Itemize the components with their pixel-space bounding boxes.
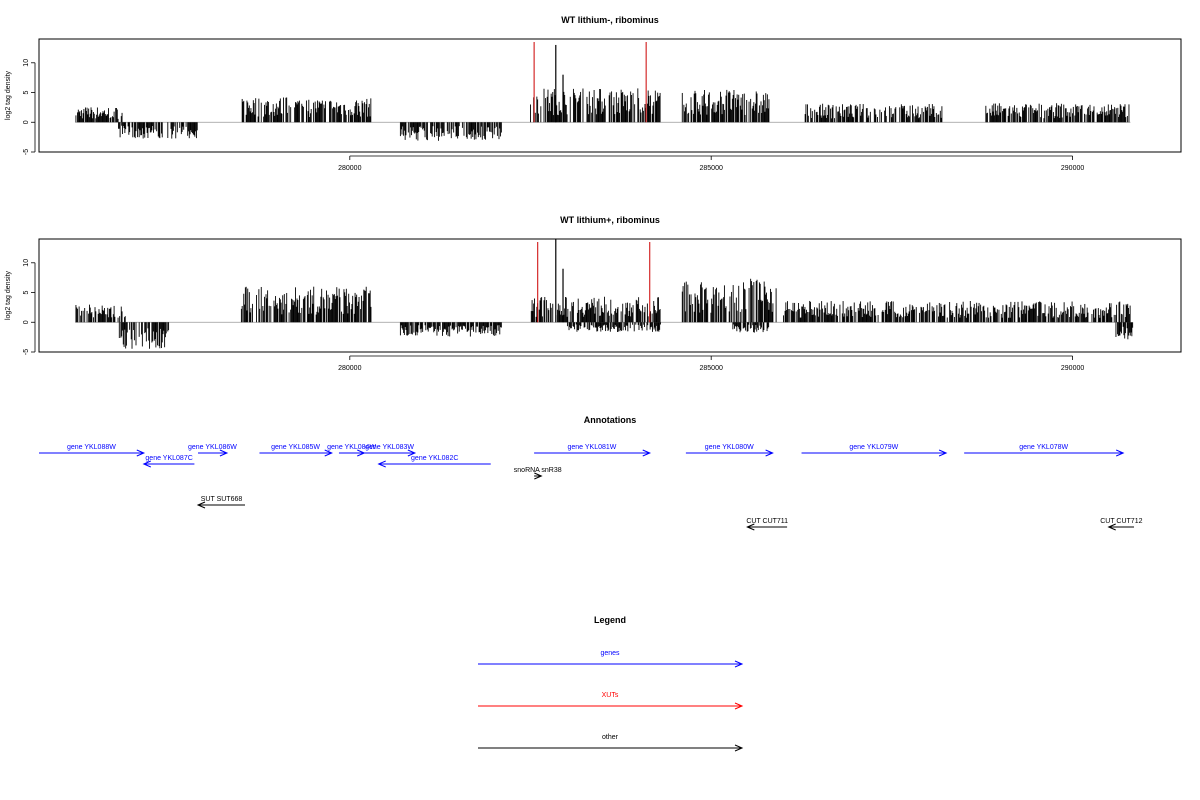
arrow-head: [324, 449, 333, 457]
legend-entry: other: [478, 734, 744, 752]
arrow-head: [377, 460, 386, 468]
annotation-feature: gene YKL087C: [142, 455, 195, 468]
feature-label: gene YKL078W: [1019, 444, 1068, 451]
legend-title: Legend: [594, 615, 626, 625]
y-axis-label: log2 tag density: [5, 70, 12, 120]
panel-1-title: WT lithium-, ribominus: [561, 15, 659, 25]
feature-label: gene YKL082C: [411, 455, 458, 462]
annotations-title: Annotations: [584, 415, 637, 425]
panel-1-plot: -5 0 5 10 log2 tag density 280000 285000 290000: [5, 38, 1182, 172]
x-tick-label: 280000: [338, 365, 361, 372]
feature-label: gene YKL079W: [849, 444, 898, 451]
legend: genes XUTs other: [478, 650, 744, 752]
panel-2-title: WT lithium+, ribominus: [560, 215, 660, 225]
arrow-head: [196, 501, 206, 509]
feature-label: gene YKL081W: [567, 444, 616, 451]
feature-label: CUT CUT711: [746, 518, 788, 525]
y-tick-label: -5: [23, 349, 30, 355]
legend-label: XUTs: [602, 692, 619, 699]
plot-frame: [38, 238, 1182, 353]
x-tick-label: 285000: [700, 365, 723, 372]
arrow-head: [765, 449, 774, 457]
feature-label: snoRNA snR38: [514, 467, 562, 474]
feature-label: gene YKL085W: [271, 444, 320, 451]
annotations-track: gene YKL088W gene YKL087C gene YKL086W gene…: [39, 444, 1143, 531]
x-tick-label: 280000: [338, 165, 361, 172]
y-tick-label: 10: [23, 259, 30, 267]
feature-label: gene YKL083W: [365, 444, 414, 451]
annotation-feature: snoRNA snR38: [514, 467, 562, 480]
legend-entry: XUTs: [478, 692, 744, 710]
legend-entry: genes: [478, 650, 744, 668]
arrow-head: [136, 449, 146, 457]
feature-label: gene YKL086W: [188, 444, 237, 451]
annotation-feature: CUT CUT711: [746, 518, 788, 531]
arrow-head: [938, 449, 948, 457]
arrow-head: [219, 449, 229, 457]
arrow-head: [407, 449, 417, 457]
arrow-head: [734, 660, 744, 668]
arrow-head: [734, 744, 744, 752]
annotation-feature: gene YKL088W: [39, 444, 146, 457]
feature-label: gene YKL084W: [327, 444, 376, 451]
annotation-feature: gene YKL079W: [801, 444, 948, 457]
panel-2-plot: -5 0 5 10 log2 tag density 280000 285000 290000: [5, 238, 1182, 372]
annotation-feature: gene YKL082C: [377, 455, 491, 468]
annotation-feature: CUT CUT712: [1100, 518, 1143, 531]
y-axis-label: log2 tag density: [5, 270, 12, 320]
y-tick-label: 5: [23, 90, 30, 94]
annotation-feature: gene YKL078W: [964, 444, 1125, 457]
x-tick-label: 290000: [1061, 165, 1084, 172]
feature-label: CUT CUT712: [1100, 518, 1142, 525]
y-tick-label: 10: [23, 59, 30, 67]
annotation-feature: gene YKL083W: [364, 444, 417, 457]
y-tick-label: 0: [23, 120, 30, 124]
feature-label: gene YKL088W: [67, 444, 116, 451]
annotation-feature: gene YKL085W: [259, 444, 333, 457]
feature-label: SUT SUT668: [201, 496, 243, 503]
annotation-feature: gene YKL081W: [534, 444, 652, 457]
legend-label: other: [602, 734, 619, 741]
plot-frame: [38, 38, 1182, 153]
x-tick-label: 290000: [1061, 365, 1084, 372]
feature-label: gene YKL087C: [145, 455, 192, 462]
annotation-feature: gene YKL086W: [188, 444, 237, 457]
y-tick-label: 0: [23, 320, 30, 324]
signal-bars: [75, 44, 1130, 141]
arrow-head: [1107, 523, 1116, 531]
annotation-feature: SUT SUT668: [196, 496, 245, 509]
x-tick-label: 285000: [700, 165, 723, 172]
arrow-head: [746, 523, 755, 531]
legend-label: genes: [600, 650, 620, 657]
y-tick-label: -5: [23, 149, 30, 155]
arrow-head: [142, 460, 152, 468]
signal-bars: [75, 239, 1134, 349]
feature-label: gene YKL080W: [705, 444, 754, 451]
arrow-head: [1115, 449, 1125, 457]
arrow-head: [534, 472, 543, 480]
y-tick-label: 5: [23, 290, 30, 294]
arrow-head: [734, 702, 744, 710]
arrow-head: [642, 449, 652, 457]
annotation-feature: gene YKL080W: [685, 444, 774, 457]
